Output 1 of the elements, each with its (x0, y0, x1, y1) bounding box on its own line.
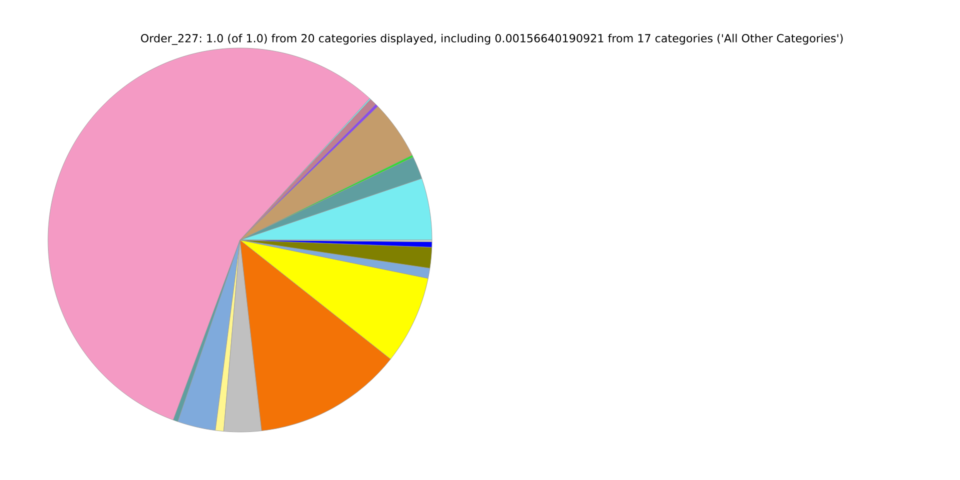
text: Order_227: 1.0 (of 1.0) from 20 categories displayed, including 0.00156640190921 from 17 categories ('All Other Categories') (140, 34, 843, 45)
